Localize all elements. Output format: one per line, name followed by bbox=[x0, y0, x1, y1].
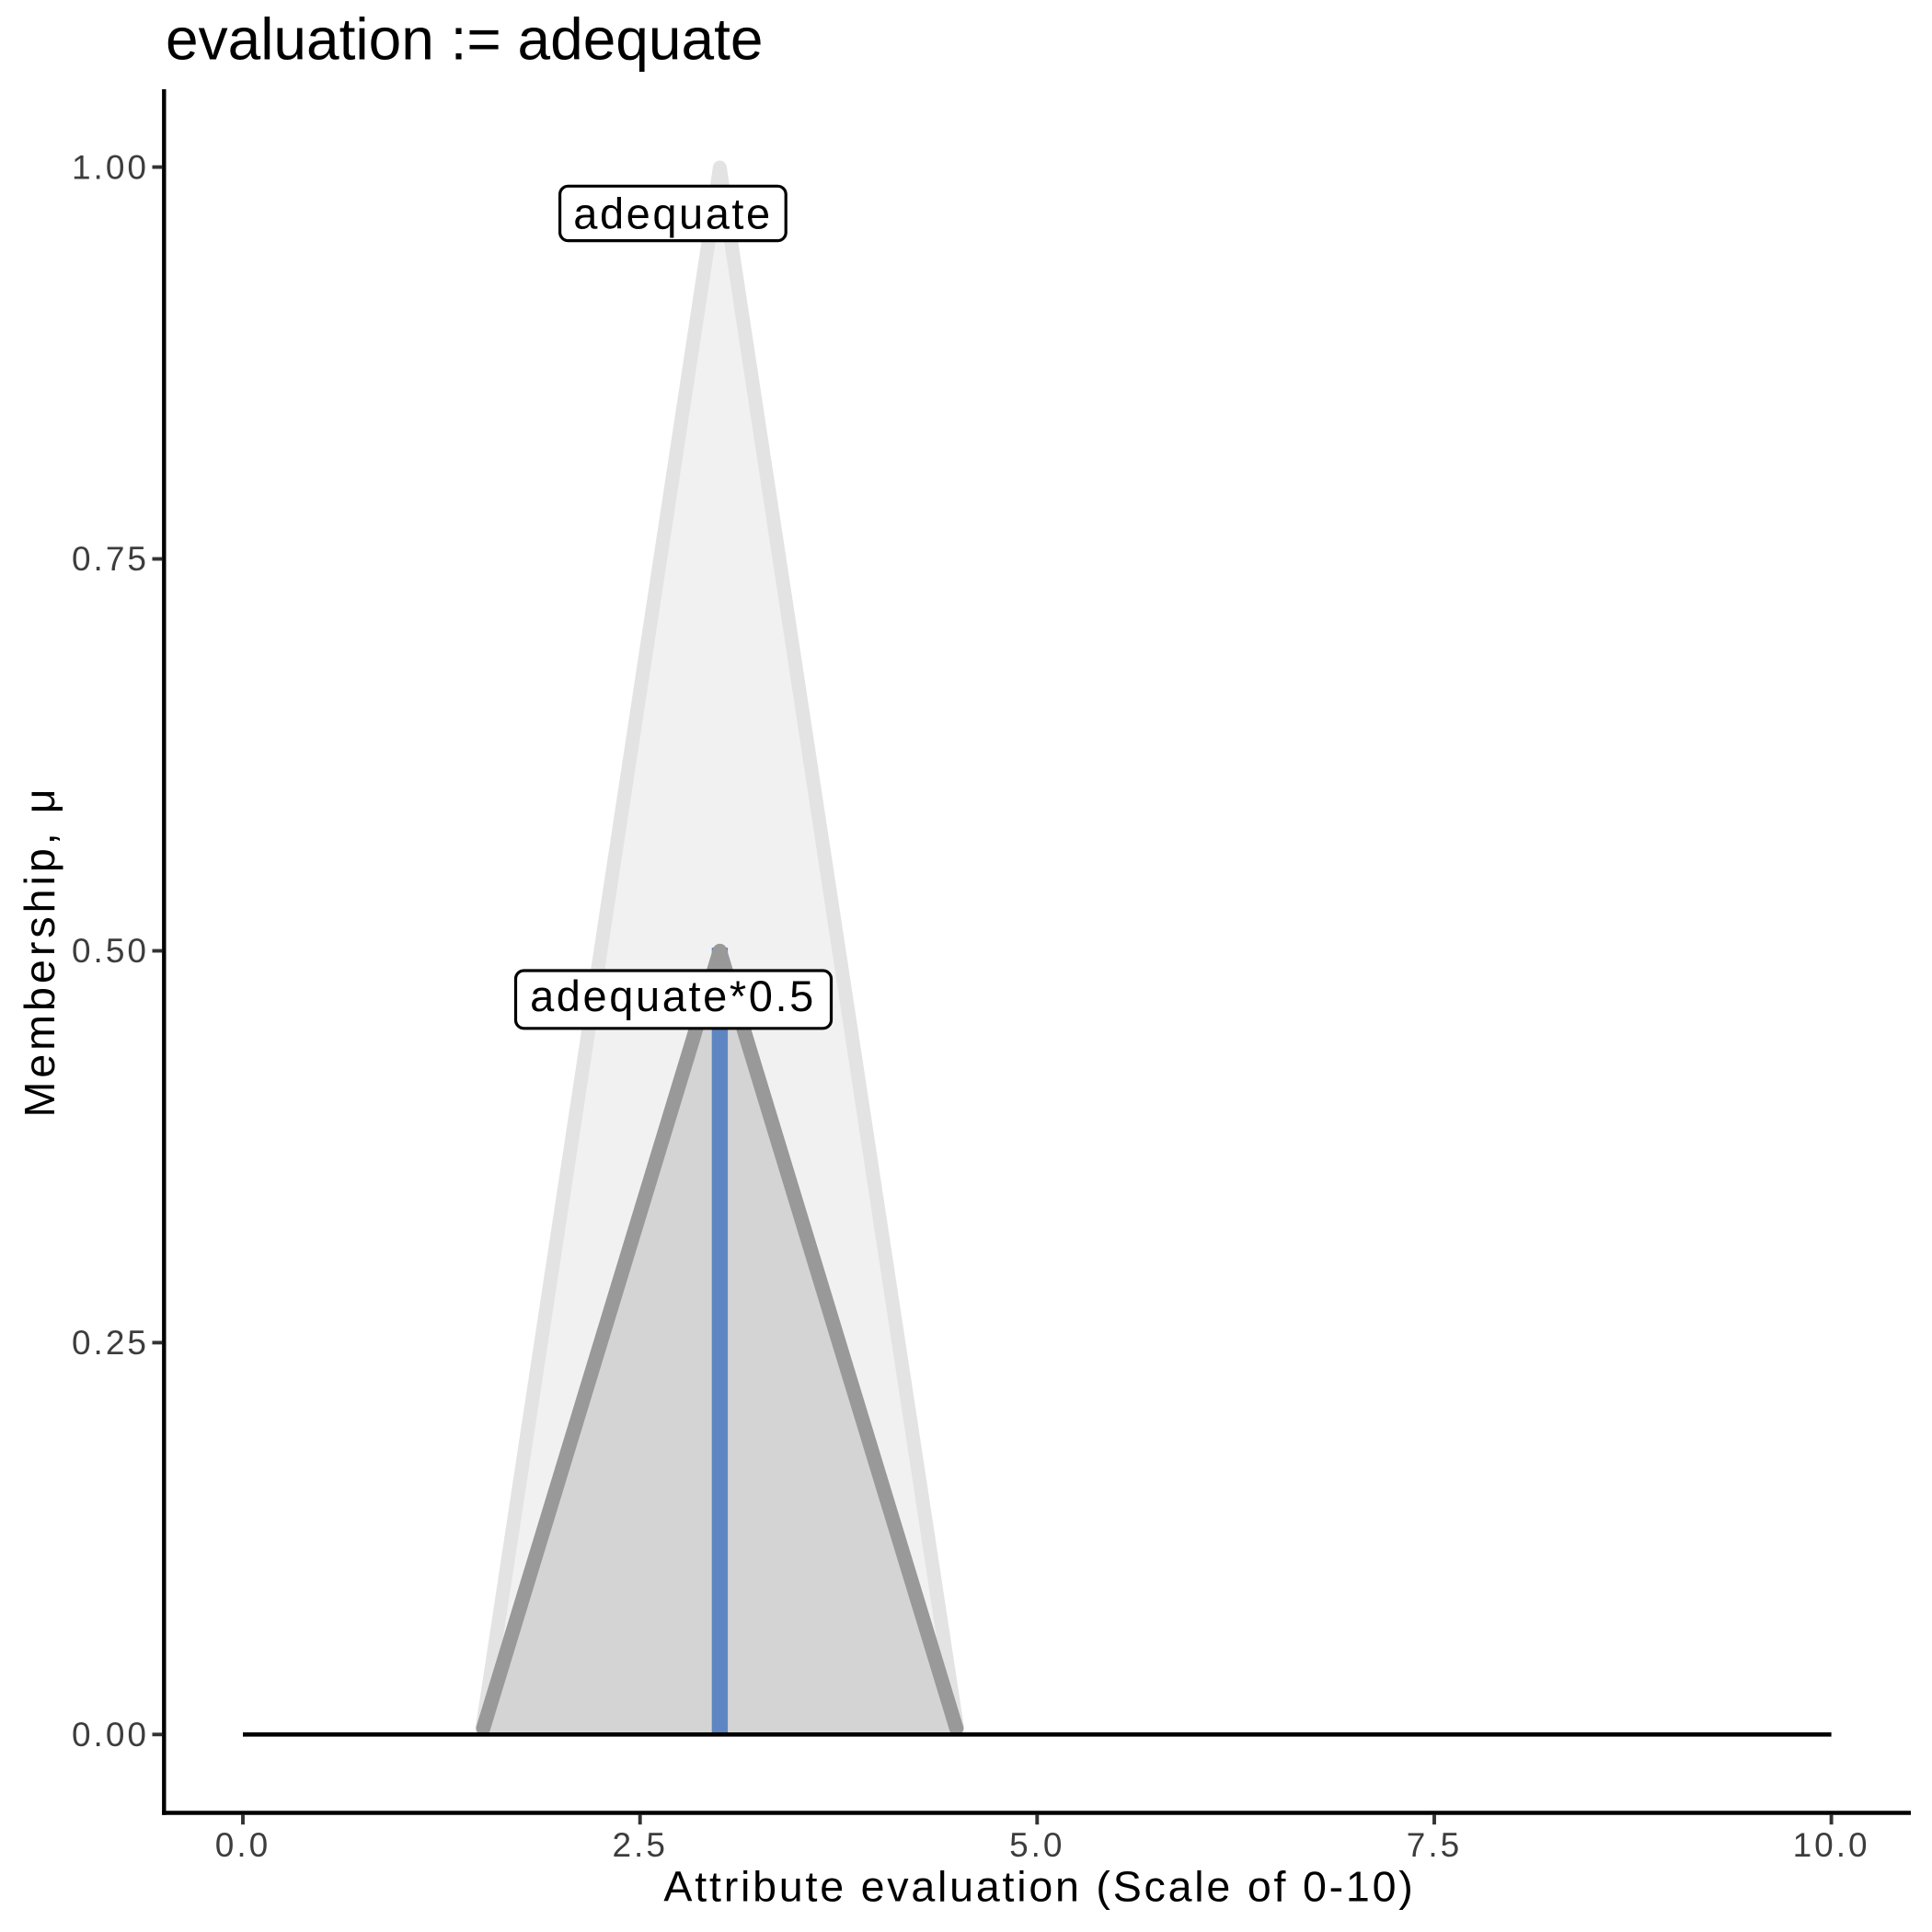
svg-text:0.25: 0.25 bbox=[72, 1324, 149, 1362]
svg-text:adequate: adequate bbox=[573, 190, 772, 238]
svg-text:Membership, μ: Membership, μ bbox=[16, 785, 63, 1117]
svg-text:7.5: 7.5 bbox=[1407, 1826, 1462, 1864]
svg-text:5.0: 5.0 bbox=[1009, 1826, 1064, 1864]
svg-text:1.00: 1.00 bbox=[72, 148, 149, 186]
svg-text:evaluation := adequate: evaluation := adequate bbox=[166, 6, 763, 72]
svg-text:Attribute evaluation (Scale of: Attribute evaluation (Scale of 0-10) bbox=[663, 1863, 1415, 1911]
svg-text:10.0: 10.0 bbox=[1793, 1826, 1870, 1864]
svg-text:0.0: 0.0 bbox=[215, 1826, 270, 1864]
svg-text:0.50: 0.50 bbox=[72, 932, 149, 970]
svg-text:adequate*0.5: adequate*0.5 bbox=[530, 972, 816, 1020]
svg-text:0.00: 0.00 bbox=[72, 1716, 149, 1754]
svg-text:0.75: 0.75 bbox=[72, 540, 149, 578]
svg-text:2.5: 2.5 bbox=[612, 1826, 667, 1864]
